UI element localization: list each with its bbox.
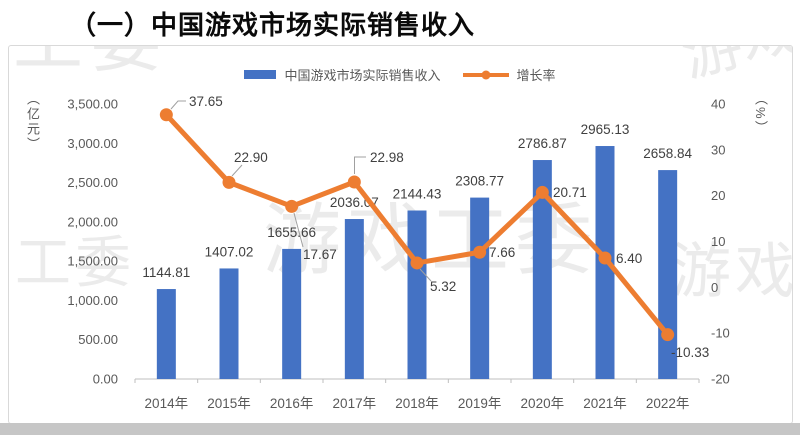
growth-value-label: 17.67 xyxy=(303,247,337,262)
growth-value-label: 22.90 xyxy=(234,150,268,165)
right-axis-tick-label: -10 xyxy=(711,326,730,341)
growth-point-marker xyxy=(159,108,173,122)
x-axis-category-label: 2017年 xyxy=(333,396,377,411)
left-axis-tick-label: 1,000.00 xyxy=(67,293,118,308)
growth-point-marker xyxy=(535,185,549,199)
label-leader-line xyxy=(170,100,186,110)
bar-value-label: 2786.87 xyxy=(518,136,567,151)
growth-point-marker xyxy=(222,175,236,189)
watermark-text: 工委 xyxy=(15,233,135,295)
label-leader-line xyxy=(419,268,432,282)
x-axis-category-label: 2021年 xyxy=(583,396,627,411)
left-axis-tick-label: 1,500.00 xyxy=(67,254,118,269)
growth-value-label: -10.33 xyxy=(671,345,709,360)
revenue-bar xyxy=(156,289,176,379)
x-axis-category-label: 2015年 xyxy=(207,396,251,411)
bar-value-label: 1407.02 xyxy=(205,244,254,259)
revenue-bar xyxy=(282,248,302,379)
left-axis-tick-label: 3,000.00 xyxy=(67,136,118,151)
left-axis-tick-label: 2,500.00 xyxy=(67,175,118,190)
growth-point-marker xyxy=(285,199,299,213)
label-leader-line xyxy=(354,156,366,174)
bar-series-swatch-icon xyxy=(244,70,277,79)
bar-value-label: 2144.43 xyxy=(393,187,442,202)
right-axis-unit-label: （%） xyxy=(753,92,768,136)
growth-point-marker xyxy=(347,175,361,189)
page-section-divider xyxy=(0,423,800,435)
right-axis-tick-label: 30 xyxy=(711,142,725,157)
left-axis-tick-label: 3,500.00 xyxy=(67,97,118,112)
growth-point-marker xyxy=(410,256,424,270)
revenue-bar xyxy=(407,210,427,379)
right-axis-tick-label: -20 xyxy=(711,372,730,387)
growth-value-label: 6.40 xyxy=(616,251,642,266)
label-leader-line xyxy=(293,212,304,248)
x-axis-category-label: 2018年 xyxy=(395,396,439,411)
growth-value-label: 20.71 xyxy=(553,185,587,200)
bar-value-label: 1144.81 xyxy=(142,265,190,280)
bar-value-label: 2965.13 xyxy=(581,122,630,137)
legend-label-revenue: 中国游戏市场实际销售收入 xyxy=(284,68,441,83)
growth-value-label: 5.32 xyxy=(430,279,456,294)
revenue-bar xyxy=(344,219,364,379)
x-axis-category-label: 2022年 xyxy=(646,396,690,411)
right-axis-tick-label: 40 xyxy=(711,97,725,112)
right-axis-tick-label: 20 xyxy=(711,188,725,203)
legend-item-growth: 增长率 xyxy=(462,65,556,84)
bar-value-label: 2308.77 xyxy=(455,174,504,189)
right-axis-tick-label: 0 xyxy=(711,280,718,295)
growth-point-marker xyxy=(473,245,487,259)
watermark-text: 工委 xyxy=(13,46,169,78)
watermark-text: 游戏 xyxy=(671,239,793,305)
chart-legend: 中国游戏市场实际销售收入 增长率 xyxy=(0,65,800,84)
growth-value-label: 37.65 xyxy=(189,94,223,109)
legend-item-revenue: 中国游戏市场实际销售收入 xyxy=(244,65,441,84)
growth-point-marker xyxy=(598,251,612,265)
left-axis-tick-label: 2,000.00 xyxy=(67,214,118,229)
growth-point-marker xyxy=(661,328,675,342)
bar-value-label: 1655.66 xyxy=(267,225,316,240)
x-axis-category-label: 2014年 xyxy=(145,396,189,411)
right-axis-tick-label: 10 xyxy=(711,234,725,249)
growth-value-label: 7.66 xyxy=(489,245,515,260)
x-axis-category-label: 2020年 xyxy=(521,396,565,411)
revenue-bar xyxy=(470,197,490,379)
legend-label-growth: 增长率 xyxy=(516,68,556,83)
bar-value-label: 2658.84 xyxy=(643,146,692,161)
left-axis-unit-label: （亿元） xyxy=(25,92,40,152)
x-axis-category-label: 2016年 xyxy=(270,396,314,411)
left-axis-tick-label: 500.00 xyxy=(78,332,118,347)
growth-value-label: 22.98 xyxy=(370,150,404,165)
revenue-bar xyxy=(219,268,239,379)
revenue-bar xyxy=(532,160,552,379)
x-axis-category-label: 2019年 xyxy=(458,396,502,411)
left-axis-tick-label: 0.00 xyxy=(93,372,118,387)
line-series-swatch-icon xyxy=(462,72,509,77)
page-title: （一）中国游戏市场实际销售收入 xyxy=(70,11,476,40)
label-leader-line xyxy=(231,164,243,177)
